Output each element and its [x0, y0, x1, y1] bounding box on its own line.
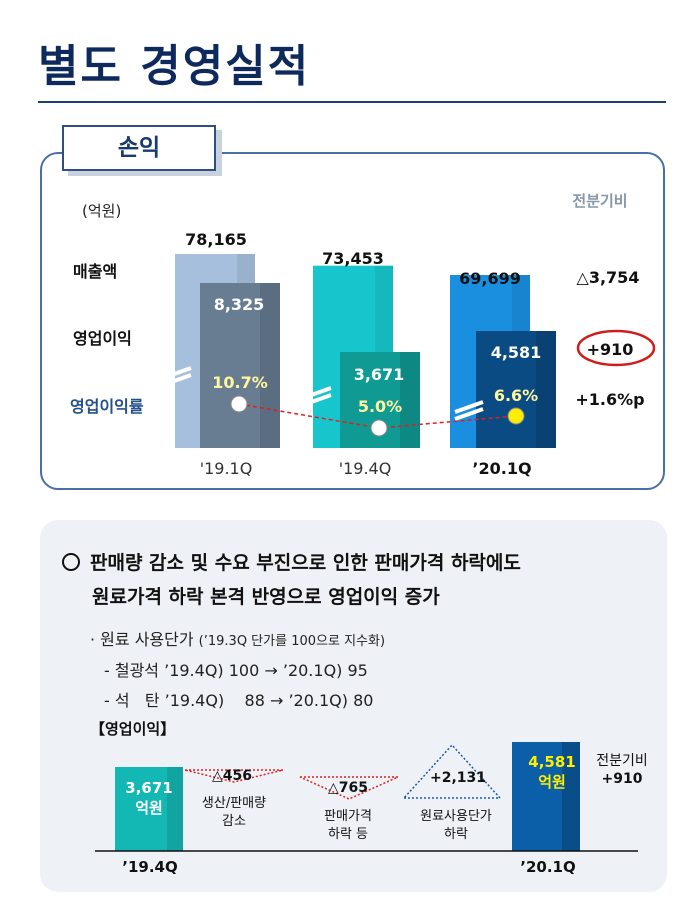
op-label-1: 8,325: [213, 295, 265, 314]
wf-factor-3-label-line2: 하락: [444, 827, 468, 842]
sub-bullet: · 원료 사용단가 (’19.3Q 단가를 100으로 지수화): [90, 626, 385, 650]
row-label-sales: 매출액: [73, 262, 118, 281]
sales-label-1: 78,165: [185, 230, 247, 249]
wf-start-text: 3,671 억원: [115, 778, 183, 818]
wf-factor-1-value: △456: [212, 768, 252, 784]
delta-op-income: +910: [586, 340, 634, 359]
wf-end-value: 4,581: [528, 753, 576, 771]
margin-label-1: 10.7%: [212, 373, 268, 392]
wf-end-bar-shade: [562, 742, 580, 851]
period-label-1: '19.1Q: [199, 459, 253, 478]
op-label-3: 4,581: [490, 343, 542, 362]
wf-factor-1-label-line2: 감소: [222, 814, 246, 829]
wf-factor-2-value: △765: [328, 780, 368, 796]
wf-factor-2-label-line2: 하락 등: [327, 827, 368, 842]
delta-sales: △3,754: [576, 268, 640, 287]
unit-label: (억원): [82, 202, 122, 220]
headline-line-2: 원료가격 하락 본격 반영으로 영업이익 증가: [92, 586, 440, 608]
wf-factor-2-label-line1: 판매가격: [324, 809, 372, 824]
sub-bullet-note: (’19.3Q 단가를 100으로 지수화): [198, 634, 386, 649]
wf-compare: 전분기비 +910: [584, 752, 660, 788]
sales-label-2: 73,453: [322, 249, 384, 268]
wf-compare-header: 전분기비: [596, 753, 648, 769]
wf-start-bar-shade: [167, 767, 183, 851]
highlight-ellipse: [576, 329, 656, 367]
margin-point-2: [370, 419, 388, 437]
wf-factor-3-label-line1: 원료사용단가: [420, 809, 492, 824]
wf-factor-1-shape: [184, 769, 284, 783]
op-bar-1: [200, 283, 280, 448]
axis-break-3: [454, 400, 484, 421]
axis-break-1: [162, 366, 192, 387]
row-label-op-margin: 영업이익률: [70, 397, 144, 416]
op-label-2: 3,671: [353, 365, 405, 384]
delta-op-margin: +1.6%p: [575, 390, 645, 409]
wf-factor-2-label: 판매가격 하락 등: [296, 808, 400, 844]
margin-label-3: 6.6%: [493, 386, 539, 405]
op-bar-shade-2: [400, 352, 420, 448]
sales-label-3: 69,699: [459, 269, 521, 288]
wf-factor-3-shape: [402, 743, 502, 799]
iron-ore-item: - 철광석 ’19.4Q) 100 → ’20.1Q) 95: [104, 661, 368, 680]
wf-start-period: ’19.4Q: [122, 858, 178, 876]
wf-factor-1-label-line1: 생산/판매량: [201, 796, 267, 811]
waterfall-header: 【영업이익】: [90, 720, 176, 738]
margin-label-2: 5.0%: [357, 397, 403, 416]
compare-header: 전분기비: [572, 192, 628, 210]
wf-factor-1-label: 생산/판매량 감소: [182, 795, 286, 831]
tab-pl: 손익: [62, 125, 216, 171]
title-underline: [38, 101, 666, 103]
wf-end-unit: 억원: [538, 773, 566, 791]
op-bar-shade-1: [260, 283, 280, 448]
coal-item: - 석 탄 ’19.4Q) 88 → ’20.1Q) 80: [104, 691, 374, 710]
margin-point-1: [230, 395, 248, 413]
bullet-circle-icon: [62, 553, 80, 571]
row-label-op-income: 영업이익: [73, 329, 132, 348]
margin-point-3: [507, 407, 525, 425]
tab-pl-label: 손익: [117, 135, 161, 161]
waterfall-chart: [95, 742, 638, 852]
wf-end-text: 4,581 억원: [512, 752, 592, 792]
axis-break-2: [302, 386, 332, 407]
headline-line-1: 판매량 감소 및 수요 부진으로 인한 판매가격 하락에도: [90, 552, 521, 574]
period-label-3: ’20.1Q: [472, 459, 532, 478]
wf-start-value: 3,671: [125, 779, 173, 797]
wf-end-period: ’20.1Q: [520, 858, 576, 876]
wf-compare-value: +910: [601, 771, 643, 787]
wf-factor-2-shape: [299, 776, 399, 800]
wf-start-bar: [115, 767, 183, 851]
wf-start-unit: 억원: [135, 799, 163, 817]
wf-factor-3-label: 원료사용단가 하락: [404, 808, 508, 844]
wf-factor-3-value: +2,131: [429, 770, 486, 786]
op-bar-3: [476, 331, 556, 448]
period-label-2: '19.4Q: [338, 459, 392, 478]
page-title: 별도 경영실적: [38, 41, 311, 92]
sub-bullet-label: · 원료 사용단가: [90, 630, 194, 649]
op-bar-shade-3: [536, 331, 556, 448]
wf-end-bar: [512, 742, 580, 851]
summary-headline: 판매량 감소 및 수요 부진으로 인한 판매가격 하락에도 원료가격 하락 본격…: [62, 546, 521, 614]
pl-chart: [162, 254, 656, 448]
